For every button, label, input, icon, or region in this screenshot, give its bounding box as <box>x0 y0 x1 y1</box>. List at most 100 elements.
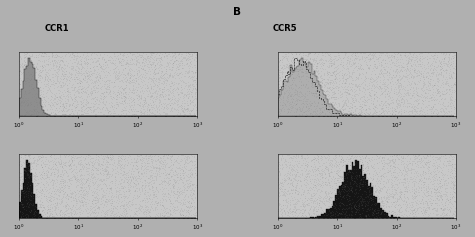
Point <box>275 194 283 198</box>
Point <box>97 164 104 168</box>
Point <box>348 177 356 180</box>
Point <box>153 91 161 95</box>
Point <box>62 77 70 81</box>
Point <box>445 65 452 68</box>
Point <box>442 178 450 182</box>
Point <box>168 81 176 85</box>
Point <box>140 57 147 61</box>
Point <box>145 196 152 200</box>
Point <box>427 179 435 182</box>
Point <box>80 196 88 200</box>
Point <box>160 160 167 164</box>
Point <box>324 168 332 172</box>
Point <box>132 76 140 80</box>
Point <box>343 184 351 187</box>
Point <box>51 167 59 171</box>
Point <box>72 203 80 207</box>
Point <box>38 50 45 54</box>
Point <box>309 157 317 160</box>
Point <box>166 103 173 107</box>
Point <box>279 206 286 210</box>
Point <box>325 154 332 158</box>
Point <box>376 196 383 200</box>
Point <box>416 159 423 163</box>
Point <box>394 156 402 160</box>
Point <box>72 70 80 73</box>
Point <box>333 169 341 173</box>
Point <box>97 187 104 190</box>
Point <box>103 153 111 157</box>
Point <box>61 101 69 105</box>
Point <box>392 74 399 77</box>
Point <box>421 114 428 118</box>
Point <box>304 109 311 113</box>
Point <box>393 154 400 157</box>
Point <box>395 98 402 101</box>
Point <box>43 189 50 193</box>
Point <box>144 69 152 73</box>
Point <box>274 56 282 60</box>
Point <box>387 101 394 105</box>
Point <box>422 210 430 214</box>
Point <box>298 59 306 63</box>
Point <box>122 95 129 99</box>
Point <box>45 56 53 60</box>
Point <box>283 213 290 216</box>
Point <box>411 68 418 72</box>
Point <box>62 77 69 80</box>
Point <box>93 196 100 200</box>
Point <box>39 213 47 216</box>
Point <box>345 169 352 173</box>
Point <box>343 55 351 59</box>
Point <box>110 85 117 88</box>
Point <box>138 159 146 162</box>
Point <box>145 67 153 71</box>
Point <box>358 102 365 105</box>
Point <box>31 175 39 179</box>
Point <box>378 107 386 111</box>
Point <box>57 113 65 117</box>
Point <box>137 67 145 70</box>
Point <box>18 64 26 67</box>
Point <box>91 81 99 85</box>
Point <box>286 69 294 73</box>
Point <box>293 187 300 190</box>
Point <box>147 208 154 212</box>
Point <box>366 107 373 111</box>
Point <box>47 111 55 114</box>
Point <box>358 105 366 109</box>
Point <box>127 80 134 84</box>
Point <box>95 184 102 188</box>
Point <box>57 202 64 206</box>
Point <box>186 184 194 188</box>
Point <box>184 64 191 68</box>
Point <box>284 110 292 114</box>
Point <box>165 62 172 65</box>
Point <box>61 76 68 80</box>
Point <box>425 206 432 210</box>
Point <box>311 177 318 180</box>
Point <box>91 91 98 94</box>
Point <box>329 174 337 178</box>
Point <box>133 178 140 182</box>
Point <box>157 178 165 182</box>
Point <box>137 77 144 81</box>
Point <box>109 61 116 65</box>
Point <box>84 105 92 109</box>
Point <box>20 58 28 62</box>
Point <box>115 76 123 80</box>
Point <box>300 83 307 87</box>
Point <box>123 96 130 100</box>
Point <box>316 108 323 112</box>
Point <box>83 71 91 75</box>
Point <box>55 67 62 70</box>
Point <box>174 216 181 219</box>
Point <box>132 113 140 117</box>
Point <box>105 163 113 166</box>
Point <box>43 172 50 175</box>
Text: CCR5: CCR5 <box>273 24 297 33</box>
Point <box>124 163 131 167</box>
Point <box>428 83 436 87</box>
Point <box>323 114 331 117</box>
Point <box>106 201 114 205</box>
